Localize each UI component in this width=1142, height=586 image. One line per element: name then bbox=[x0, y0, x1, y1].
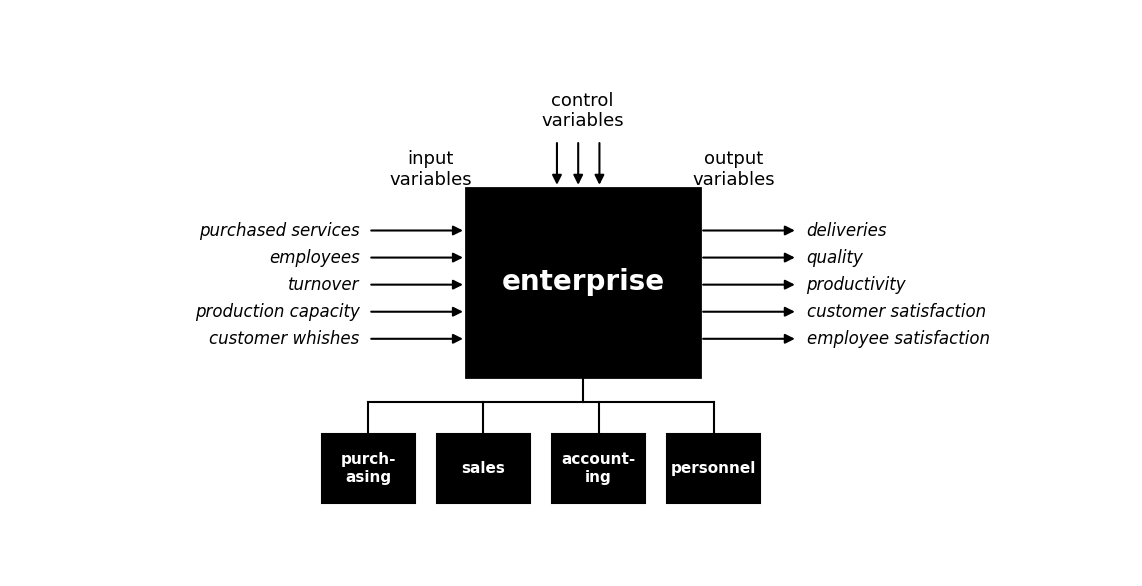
Text: personnel: personnel bbox=[670, 461, 756, 476]
Text: input
variables: input variables bbox=[389, 150, 472, 189]
Bar bbox=[322, 434, 415, 503]
Text: quality: quality bbox=[806, 248, 863, 267]
Text: enterprise: enterprise bbox=[501, 268, 665, 297]
Text: customer satisfaction: customer satisfaction bbox=[806, 303, 986, 321]
Text: employee satisfaction: employee satisfaction bbox=[806, 330, 989, 348]
Text: output
variables: output variables bbox=[693, 150, 775, 189]
Text: purchased services: purchased services bbox=[199, 222, 360, 240]
Text: customer whishes: customer whishes bbox=[209, 330, 360, 348]
Text: account-
ing: account- ing bbox=[562, 452, 636, 485]
Text: production capacity: production capacity bbox=[195, 303, 360, 321]
Bar bbox=[552, 434, 645, 503]
Text: productivity: productivity bbox=[806, 275, 906, 294]
Text: purch-
asing: purch- asing bbox=[340, 452, 396, 485]
Text: control
variables: control variables bbox=[541, 91, 624, 130]
Text: turnover: turnover bbox=[288, 275, 360, 294]
Text: deliveries: deliveries bbox=[806, 222, 887, 240]
Text: sales: sales bbox=[461, 461, 506, 476]
Text: employees: employees bbox=[268, 248, 360, 267]
Bar bbox=[437, 434, 530, 503]
Bar bbox=[667, 434, 761, 503]
Bar bbox=[466, 188, 700, 377]
